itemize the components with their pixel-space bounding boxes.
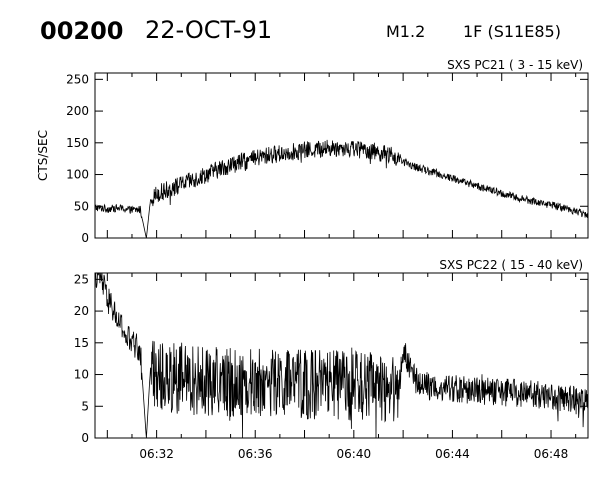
panel2-xtick-label: 06:48 [534,447,569,461]
panel1-ytick-label: 250 [66,72,89,86]
event-date: 22-OCT-91 [145,16,273,44]
panel2-xtick-label: 06:32 [139,447,174,461]
panel2-frame [94,272,589,439]
panel1-title: SXS PC21 ( 3 - 15 keV) [447,58,583,72]
panel1-frame [94,72,589,239]
event-id: 00200 [40,17,124,45]
panel2-ytick-label: 5 [81,399,89,413]
panel1-ytick-label: 50 [74,199,89,213]
panel1-ytick-label: 200 [66,104,89,118]
flare-importance: 1F (S11E85) [463,22,561,41]
panel1-ytick-label: 0 [81,231,89,245]
panel2-ytick-label: 25 [74,272,89,286]
panel2-xtick-label: 06:36 [238,447,273,461]
panel2-ytick-label: 0 [81,431,89,445]
panel2-xtick-label: 06:44 [435,447,470,461]
panel2-xtick-label: 06:40 [337,447,372,461]
flare-class: M1.2 [386,22,426,41]
panel1-ytick-label: 100 [66,168,89,182]
panel1-series-line [94,139,589,239]
panel2-series-line [94,272,589,439]
panel1-ylabel: CTS/SEC [36,130,50,181]
panel2-ytick-label: 15 [74,336,89,350]
panel1-ytick-label: 150 [66,136,89,150]
panel2-title: SXS PC22 ( 15 - 40 keV) [439,258,583,272]
panel2-ytick-label: 10 [74,368,89,382]
panel2-ytick-label: 20 [74,304,89,318]
